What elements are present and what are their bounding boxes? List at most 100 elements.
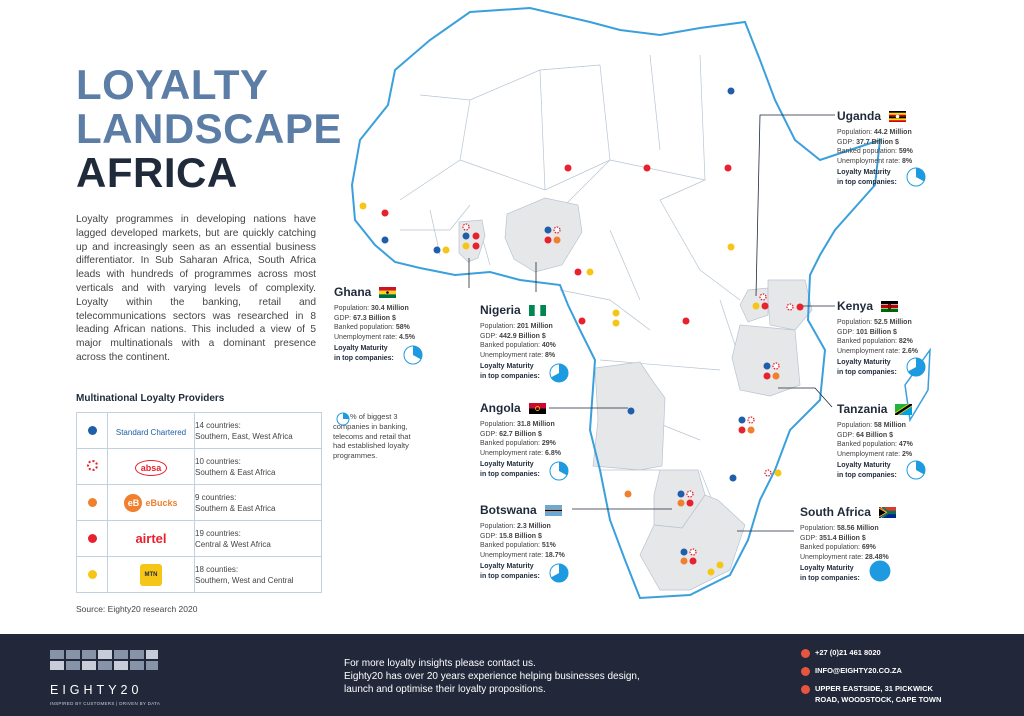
unemployment-value: 2.6% [901,347,918,355]
banked-value: 40% [541,342,556,349]
provider-count: 10 countries: [195,456,241,466]
country-angola: Angola Population: 31.8 Million GDP: 62.… [480,401,561,478]
map-provider-dots [359,87,804,576]
country-nigeria: Nigeria Population: 201 Million GDP: 442… [480,303,556,380]
provider-row: MTN 18 counties: Southern, West and Centr… [76,556,322,593]
population-value: 58.56 Million [836,525,879,532]
country-name: Angola [480,401,521,415]
title-line-2: LANDSCAPE [76,105,342,152]
provider-regions: Southern & East Africa [195,503,276,513]
provider-dot-orange [87,497,97,507]
country-name: Botswana [480,503,537,517]
footer-email[interactable]: INFO@EIGHTY20.CO.ZA [801,666,902,677]
footer-address: UPPER EASTSIDE, 31 PICKWICK ROAD, WOODSTO… [801,684,941,705]
tanzania-connector [778,387,833,408]
gdp-value: 101 Billion $ [856,328,897,336]
title-line-1: LOYALTY [76,61,269,108]
gdp-value: 442.9 Billion $ [499,332,546,340]
provider-dot-yellow [87,569,97,579]
unemployment-value: 18.7% [544,551,565,559]
provider-count: 18 counties: [195,564,239,574]
country-south-africa: South Africa Population: 58.56 Million G… [800,505,896,583]
footer [0,634,1024,716]
banked-value: 59% [898,148,913,155]
maturity-pie-ghana [403,345,423,365]
contact-line-2: Eighty20 has over 20 years experience he… [344,671,640,695]
botswana-flag-icon [544,505,562,517]
uganda-connector [755,114,835,297]
unemployment-value: 2% [901,450,913,458]
maturity-pie-slice [916,168,925,182]
provider-regions: Southern, West and Central [195,575,294,585]
provider-regions: Southern & East Africa [195,467,276,477]
eighty20-tagline: INSPIRED BY CUSTOMERS | DRIVEN BY DATA [50,701,161,706]
ebucks-logo: eB eBucks [124,494,178,512]
population-value: 58 Million [873,422,906,429]
unemployment-value: 4.5% [398,333,415,341]
maturity-pie-slice [413,346,422,360]
provider-count: 9 countries: [195,492,237,502]
provider-dot-absa [86,459,98,471]
provider-count: 19 countries: [195,528,241,538]
banked-value: 29% [541,440,556,447]
maturity-pie-slice [916,461,925,475]
gdp-value: 37.7 Billion $ [856,138,899,146]
country-ghana: Ghana Population: 30.4 Million GDP: 67.3… [334,285,415,362]
contact-line-1: For more loyalty insights please contact… [344,658,536,669]
provider-dot-red [87,533,97,543]
maturity-pie-south-africa [869,560,891,582]
ghana-flag-icon [379,287,397,299]
provider-row: absa 10 countries: Southern & East Africa [76,448,322,485]
gdp-value: 62.7 Billion $ [499,430,542,438]
provider-row: eB eBucks 9 countries: Southern & East Afr… [76,484,322,521]
phone-icon [801,648,810,658]
population-value: 2.3 Million [516,523,551,530]
banked-value: 69% [861,544,876,551]
tanzania-shape [731,324,801,397]
country-name: Tanzania [837,402,888,416]
mtn-logo: MTN [140,564,162,586]
maturity-pie-angola [549,461,569,481]
gdp-value: 64 Billion $ [856,431,894,439]
title-line-3: AFRICA [76,149,238,196]
maturity-pie-slice [908,358,925,376]
population-value: 52.5 Million [873,319,912,326]
gdp-value: 67.3 Billion $ [353,314,396,322]
banked-value: 47% [898,441,913,448]
africa-map [350,6,931,600]
unemployment-value: 6.8% [544,449,561,457]
banked-value: 58% [395,324,410,331]
country-name: South Africa [800,505,871,519]
nigeria-flag-icon [528,305,546,317]
provider-regions: Southern, East, West Africa [195,431,293,441]
population-value: 44.2 Million [873,129,912,136]
legend-text: % of biggest 3 companies in banking, tel… [333,412,411,461]
kenya-flag-icon [881,301,899,313]
standard-chartered-logo: Standard Chartered [115,427,187,437]
country-name: Uganda [837,109,882,123]
country-uganda: Uganda Population: 44.2 Million GDP: 37.… [837,109,913,186]
maturity-pie-bg [869,560,891,582]
ghana-shape [458,219,486,263]
footer-phone[interactable]: +27 (0)21 461 8020 [801,648,881,659]
provider-row: Standard Chartered 14 countries: Southern… [76,412,322,449]
country-name: Ghana [334,285,372,299]
banked-value: 51% [541,542,556,549]
eighty20-logo-text: EIGHTY20 [50,683,143,697]
angola-shape [592,361,666,471]
maturity-pie-botswana [549,563,569,583]
tanzania-flag-icon [895,404,913,416]
gdp-value: 15.8 Billion $ [499,532,542,540]
intro-paragraph: Loyalty programmes in developing nations… [76,214,316,363]
providers-title: Multinational Loyalty Providers [76,393,225,404]
location-pin-icon [801,684,810,694]
provider-count: 14 countries: [195,420,241,430]
provider-row: airtel 19 countries: Central & West Afric… [76,520,322,557]
unemployment-value: 28.48% [864,553,889,561]
country-kenya: Kenya Population: 52.5 Million GDP: 101 … [837,299,918,376]
nigeria-shape [504,197,583,273]
provider-regions: Central & West Africa [195,539,271,549]
maturity-pie-uganda [906,167,926,187]
airtel-logo: airtel [135,530,167,546]
country-tanzania: Tanzania Population: 58 Million GDP: 64 … [837,402,913,479]
